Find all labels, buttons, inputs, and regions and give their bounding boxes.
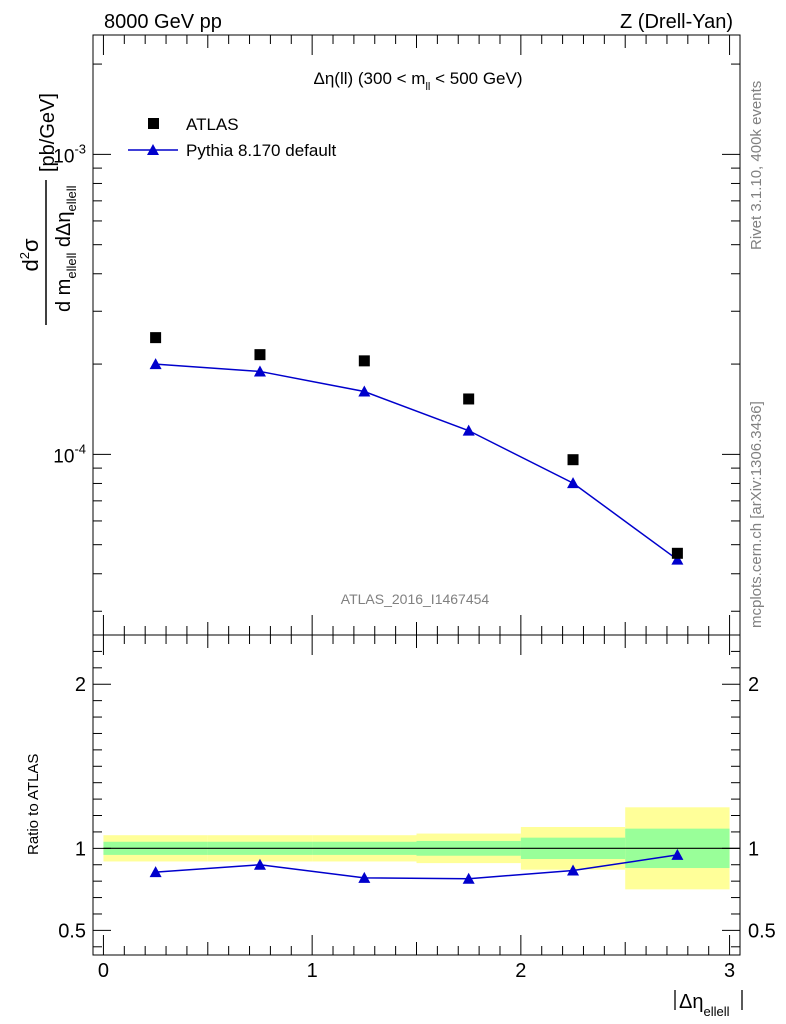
- ratio-plot-frame: [92, 634, 741, 956]
- ratio-pythia-point: [253, 858, 266, 870]
- ratio-y-tick-label-right: 1: [748, 838, 759, 860]
- pythia-point: [671, 553, 684, 565]
- pythia-point: [462, 424, 475, 436]
- analysis-watermark: ATLAS_2016_I1467454: [341, 591, 490, 607]
- atlas-point: [463, 393, 475, 405]
- pythia-point: [358, 385, 371, 397]
- ratio-y-tick-label-right: 0.5: [748, 920, 776, 942]
- x-tick-label: 1: [307, 960, 318, 982]
- x-tick-label: 2: [515, 960, 526, 982]
- atlas-point: [254, 349, 266, 361]
- x-tick-label: 3: [724, 960, 735, 982]
- ratio-pythia-point: [358, 871, 371, 883]
- ratio-y-tick-label-right: 2: [748, 674, 759, 696]
- atlas-point: [567, 454, 579, 466]
- svg-text:Δηellell: Δηellell: [679, 991, 730, 1019]
- source-reference-label: mcplots.cern.ch [arXiv:1306.3436]: [748, 401, 765, 628]
- ratio-pythia-line: [155, 854, 678, 880]
- ratio-y-tick-label: 0.5: [58, 920, 86, 942]
- pythia-point: [149, 358, 162, 370]
- x-axis-label: Δηellell: [674, 990, 743, 1019]
- ratio-pythia-point: [567, 864, 580, 876]
- ratio-pythia-point: [671, 848, 684, 860]
- ratio-y-tick-label: 1: [75, 838, 86, 860]
- atlas-point: [150, 332, 162, 344]
- legend: ATLAS Pythia 8.170 default: [128, 115, 337, 160]
- svg-text:d mellell dΔηellell: d mellell dΔηellell: [53, 185, 79, 312]
- x-tick-label: 0: [98, 960, 109, 982]
- svg-text:[pb/GeV]: [pb/GeV]: [37, 93, 59, 172]
- pythia-point: [253, 365, 266, 377]
- header-left: 8000 GeV pp: [104, 11, 222, 33]
- ratio-y-axis-label: Ratio to ATLAS: [25, 754, 42, 855]
- header-right: Z (Drell-Yan): [620, 11, 733, 33]
- main-plot-title: Δη(ll) (300 < mll < 500 GeV): [313, 69, 522, 93]
- ratio-pythia-point: [462, 872, 475, 884]
- atlas-point: [358, 355, 370, 367]
- atlas-point: [671, 547, 683, 559]
- ratio-pythia-point: [149, 866, 162, 878]
- pythia-point: [567, 477, 580, 489]
- legend-atlas-marker: [148, 118, 159, 129]
- legend-pythia-marker: [147, 144, 159, 155]
- ratio-y-tick-label: 2: [75, 674, 86, 696]
- rivet-version-label: Rivet 3.1.10, 400k events: [748, 81, 765, 250]
- legend-atlas-label: ATLAS: [186, 115, 239, 134]
- main-y-tick-label: 10-4: [53, 441, 86, 467]
- pythia-line: [155, 363, 678, 561]
- main-y-tick-label: 10-3: [53, 141, 86, 167]
- main-y-axis-label: d2σ d mellell dΔηellell [pb/GeV]: [17, 93, 79, 325]
- legend-pythia-label: Pythia 8.170 default: [186, 141, 337, 160]
- svg-text:d2σ: d2σ: [17, 238, 43, 271]
